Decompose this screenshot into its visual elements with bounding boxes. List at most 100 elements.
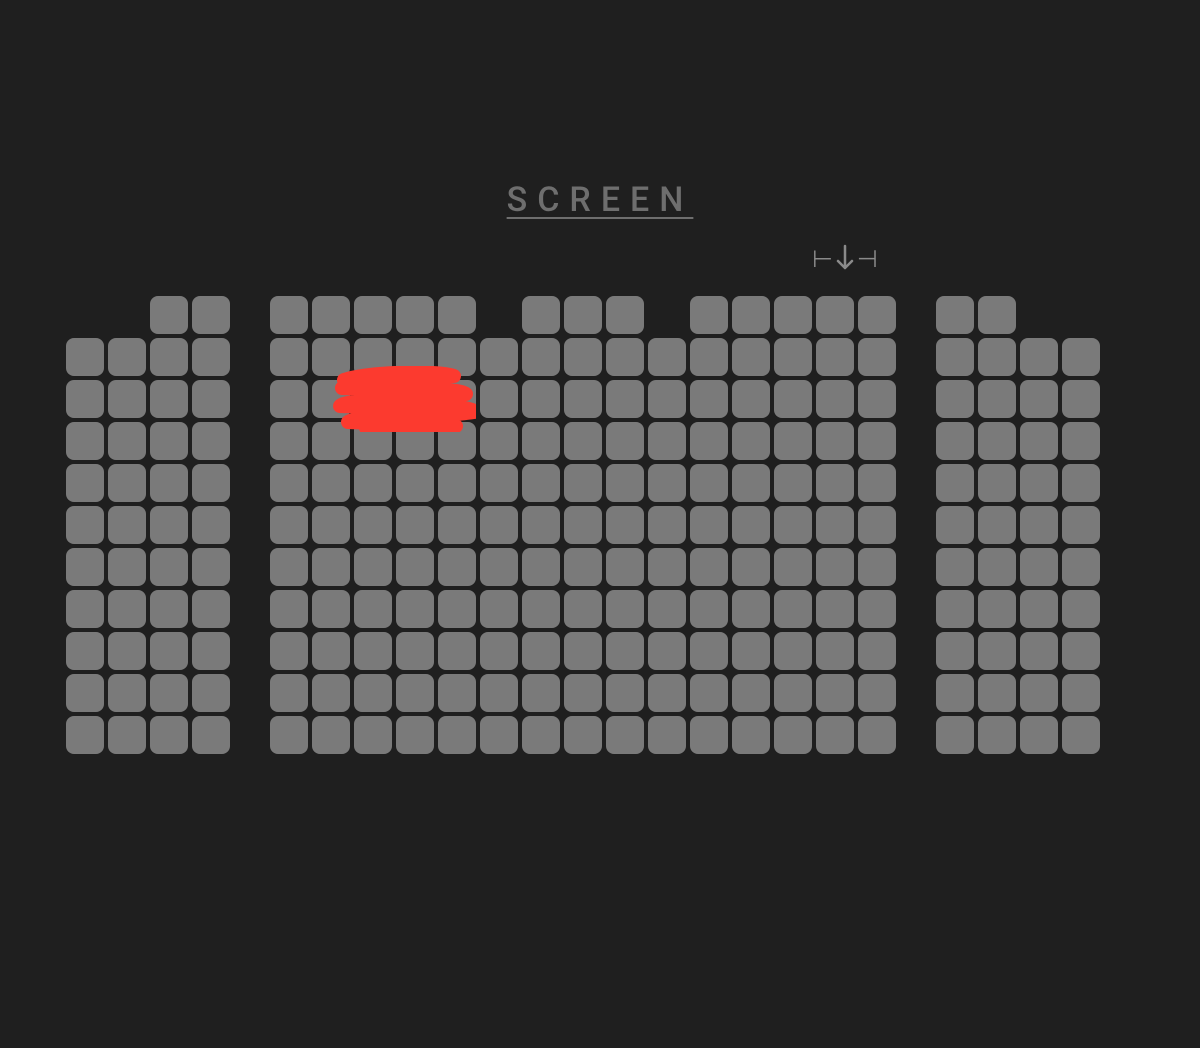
seat[interactable] xyxy=(978,338,1016,376)
seat[interactable] xyxy=(66,380,104,418)
seat[interactable] xyxy=(936,632,974,670)
seat[interactable] xyxy=(1062,632,1100,670)
seat[interactable] xyxy=(1020,590,1058,628)
seat[interactable] xyxy=(732,674,770,712)
seat[interactable] xyxy=(690,380,728,418)
seat[interactable] xyxy=(978,464,1016,502)
seat[interactable] xyxy=(690,632,728,670)
seat[interactable] xyxy=(774,590,812,628)
seat[interactable] xyxy=(978,296,1016,334)
seat[interactable] xyxy=(150,506,188,544)
seat[interactable] xyxy=(564,422,602,460)
seat[interactable] xyxy=(270,674,308,712)
seat[interactable] xyxy=(312,296,350,334)
seat[interactable] xyxy=(774,548,812,586)
seat[interactable] xyxy=(564,590,602,628)
seat[interactable] xyxy=(438,296,476,334)
seat[interactable] xyxy=(606,296,644,334)
seat[interactable] xyxy=(396,590,434,628)
seat[interactable] xyxy=(564,380,602,418)
seat[interactable] xyxy=(396,422,434,460)
seat[interactable] xyxy=(192,296,230,334)
seat[interactable] xyxy=(396,632,434,670)
seat[interactable] xyxy=(858,716,896,754)
seat[interactable] xyxy=(648,548,686,586)
seat[interactable] xyxy=(648,464,686,502)
seat[interactable] xyxy=(816,464,854,502)
seat[interactable] xyxy=(270,380,308,418)
seat[interactable] xyxy=(606,422,644,460)
seat[interactable] xyxy=(564,716,602,754)
seat[interactable] xyxy=(66,674,104,712)
seat[interactable] xyxy=(1020,464,1058,502)
seat[interactable] xyxy=(606,338,644,376)
seat[interactable] xyxy=(192,338,230,376)
seat[interactable] xyxy=(270,464,308,502)
seat[interactable] xyxy=(354,464,392,502)
seat[interactable] xyxy=(108,632,146,670)
seat[interactable] xyxy=(270,632,308,670)
seat[interactable] xyxy=(816,632,854,670)
seat[interactable] xyxy=(270,548,308,586)
seat[interactable] xyxy=(1020,380,1058,418)
seat[interactable] xyxy=(936,296,974,334)
seat[interactable] xyxy=(522,590,560,628)
seat[interactable] xyxy=(564,674,602,712)
seat[interactable] xyxy=(774,422,812,460)
seat[interactable] xyxy=(192,506,230,544)
seat[interactable] xyxy=(936,338,974,376)
seat[interactable] xyxy=(438,716,476,754)
seat[interactable] xyxy=(150,716,188,754)
seat[interactable] xyxy=(522,632,560,670)
seat[interactable] xyxy=(150,296,188,334)
seat[interactable] xyxy=(858,422,896,460)
seat[interactable] xyxy=(192,674,230,712)
seat[interactable] xyxy=(270,716,308,754)
seat[interactable] xyxy=(108,590,146,628)
seat[interactable] xyxy=(1020,632,1058,670)
seat[interactable] xyxy=(816,338,854,376)
seat[interactable] xyxy=(312,338,350,376)
seat[interactable] xyxy=(1020,338,1058,376)
seat[interactable] xyxy=(354,296,392,334)
seat[interactable] xyxy=(606,380,644,418)
seat[interactable] xyxy=(438,674,476,712)
seat[interactable] xyxy=(690,548,728,586)
seat[interactable] xyxy=(732,380,770,418)
seat[interactable] xyxy=(978,716,1016,754)
seat[interactable] xyxy=(1020,506,1058,544)
seat[interactable] xyxy=(606,506,644,544)
seat[interactable] xyxy=(606,548,644,586)
seat[interactable] xyxy=(732,464,770,502)
seat[interactable] xyxy=(480,338,518,376)
seat[interactable] xyxy=(648,422,686,460)
seat[interactable] xyxy=(192,632,230,670)
seat[interactable] xyxy=(108,716,146,754)
seat[interactable] xyxy=(312,548,350,586)
seat[interactable] xyxy=(108,506,146,544)
seat[interactable] xyxy=(648,380,686,418)
seat[interactable] xyxy=(312,464,350,502)
seat[interactable] xyxy=(354,506,392,544)
seat[interactable] xyxy=(66,464,104,502)
seat[interactable] xyxy=(312,632,350,670)
seat[interactable] xyxy=(150,674,188,712)
seat[interactable] xyxy=(480,674,518,712)
seat[interactable] xyxy=(936,590,974,628)
seat[interactable] xyxy=(150,380,188,418)
seat[interactable] xyxy=(396,548,434,586)
seat[interactable] xyxy=(936,380,974,418)
seat[interactable] xyxy=(396,464,434,502)
seat[interactable] xyxy=(564,296,602,334)
seat[interactable] xyxy=(66,338,104,376)
seat[interactable] xyxy=(936,716,974,754)
seat[interactable] xyxy=(354,422,392,460)
seat[interactable] xyxy=(438,590,476,628)
seat[interactable] xyxy=(480,632,518,670)
seat[interactable] xyxy=(354,632,392,670)
seat[interactable] xyxy=(192,464,230,502)
seat[interactable] xyxy=(732,590,770,628)
seat[interactable] xyxy=(816,296,854,334)
seat[interactable] xyxy=(732,716,770,754)
seat[interactable] xyxy=(732,338,770,376)
